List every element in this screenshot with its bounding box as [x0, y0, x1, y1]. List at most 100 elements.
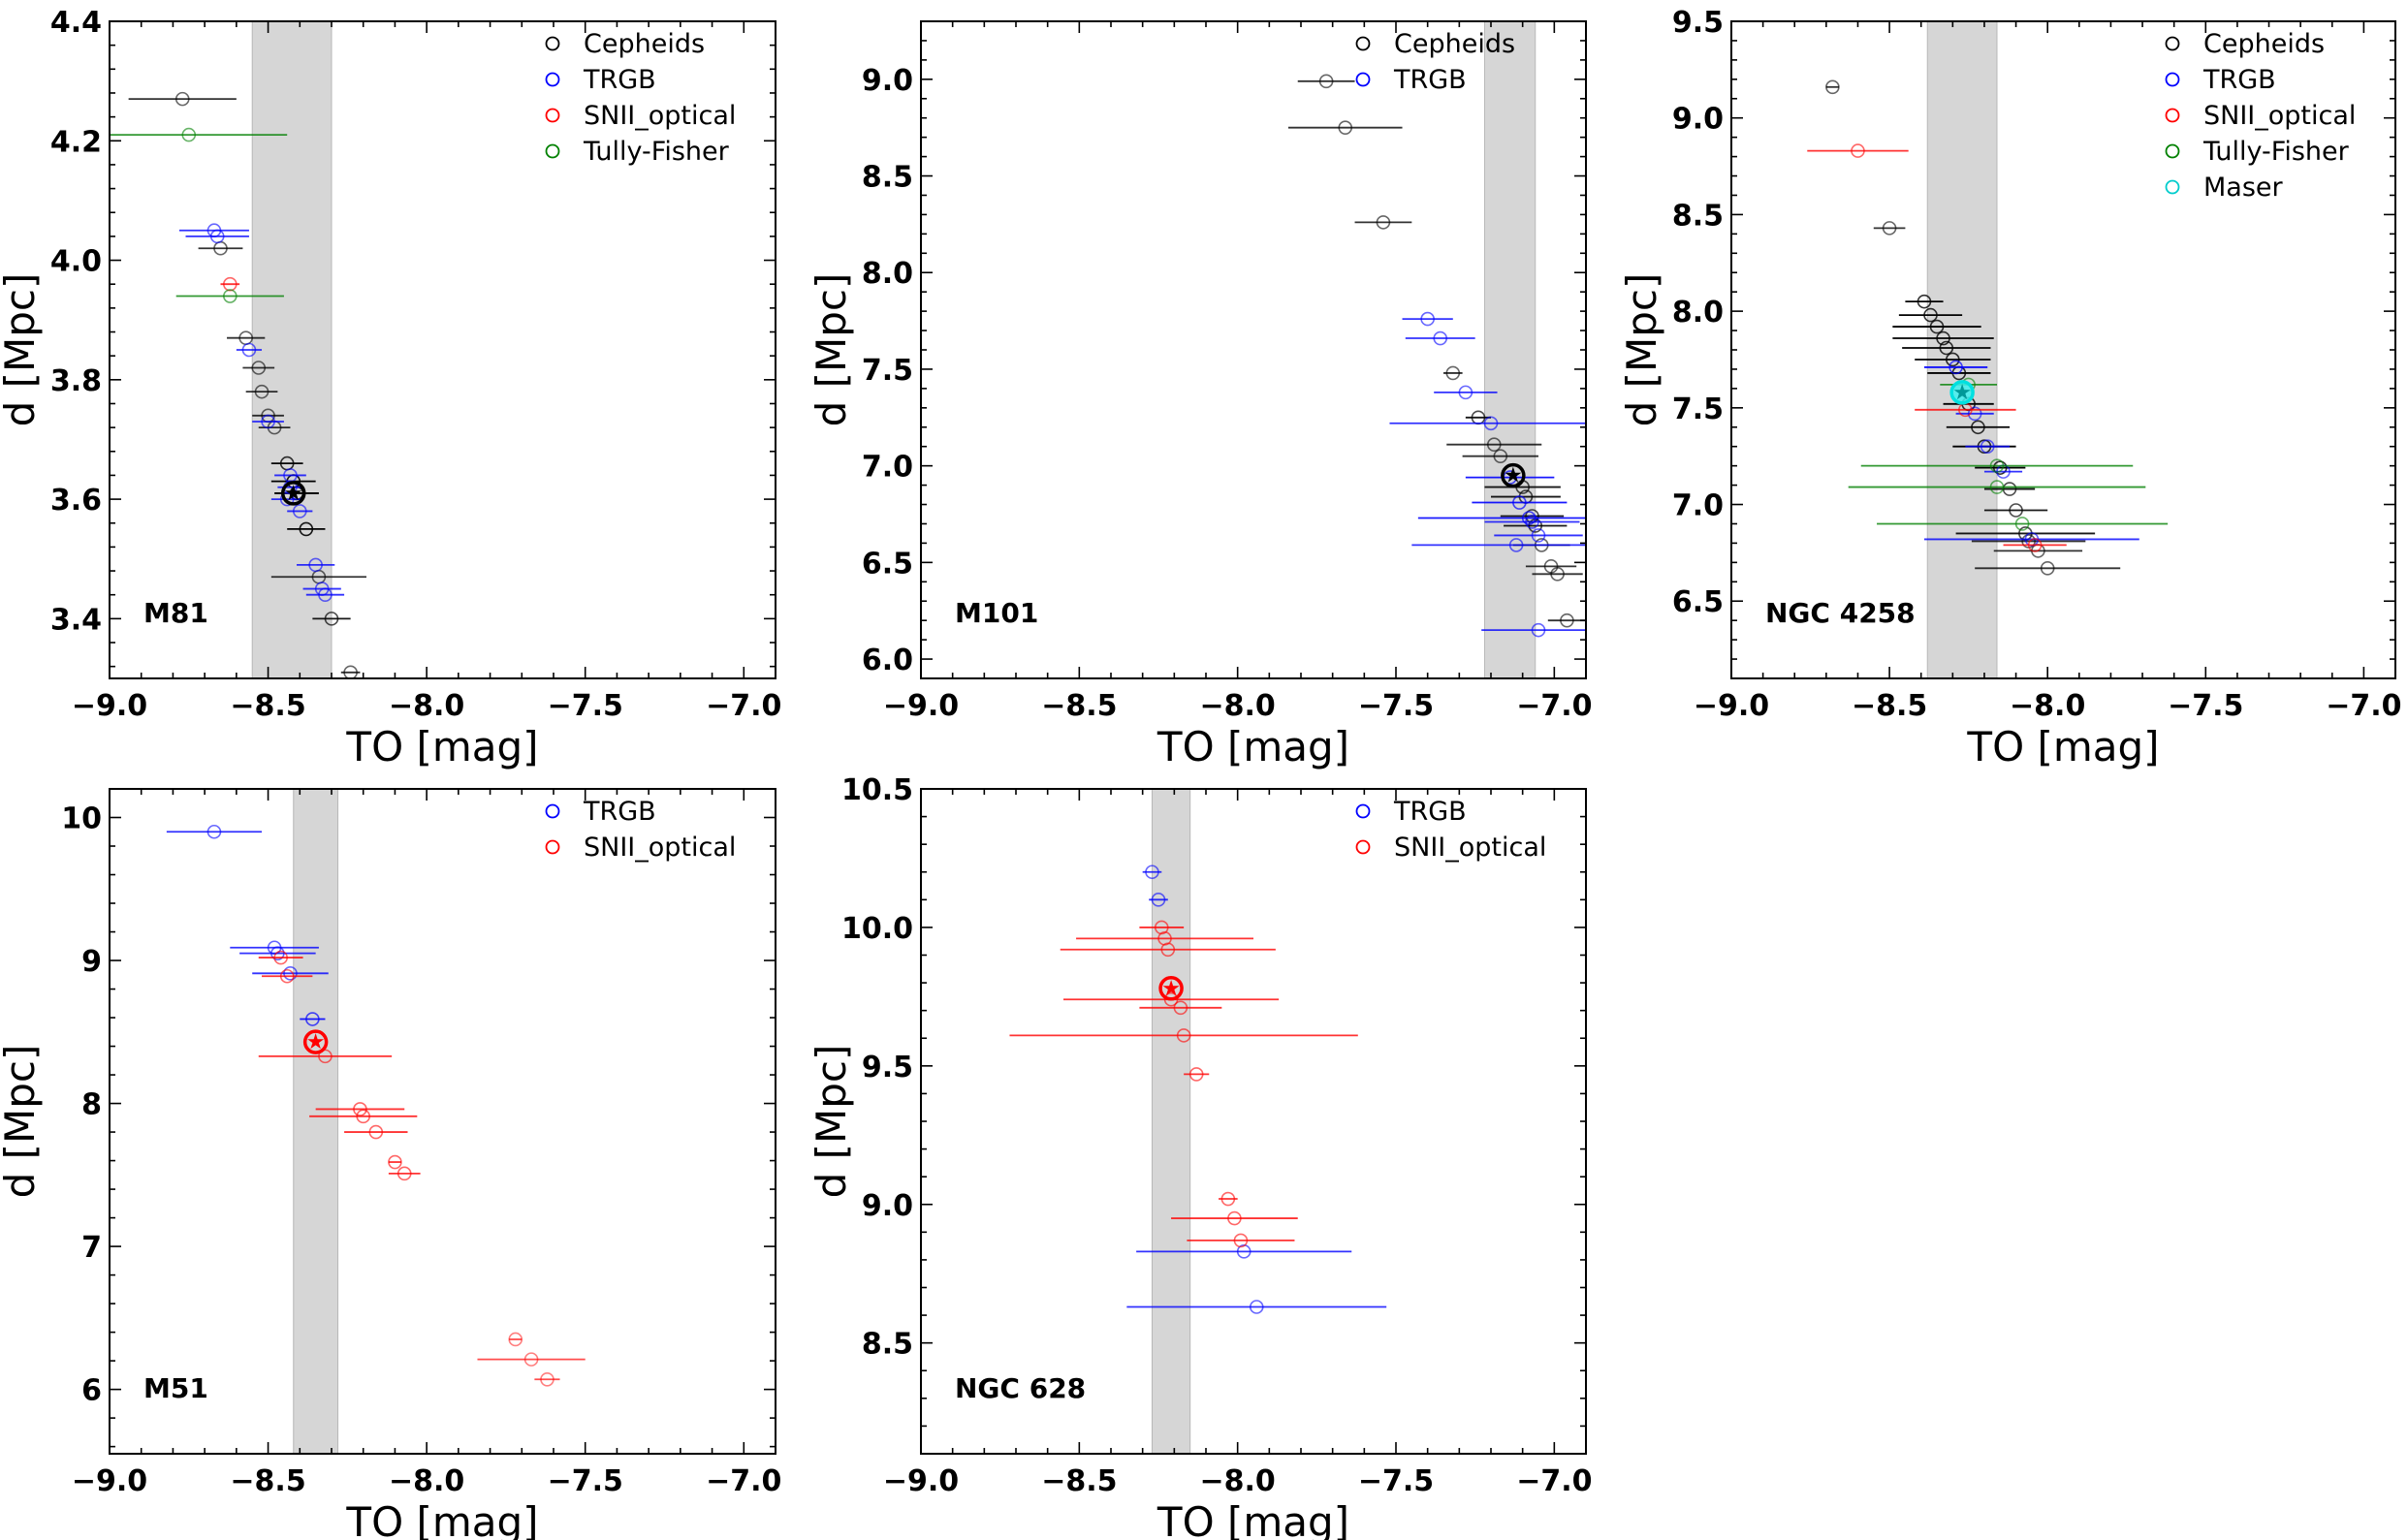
data-point: [1483, 416, 1499, 431]
best-estimate-star: ★: [284, 482, 303, 506]
data-point: [1458, 385, 1473, 400]
data-point: [261, 414, 275, 429]
legend-label: Tully-Fisher: [2202, 137, 2350, 167]
data-point: [508, 1332, 523, 1347]
y-tick-label: 9.0: [862, 64, 913, 98]
data-point: [540, 1371, 554, 1387]
y-tick-label: 9: [81, 945, 102, 979]
legend-label: Cepheids: [584, 29, 705, 59]
best-estimate-marker: [1949, 380, 1975, 405]
data-point: [1508, 538, 1524, 552]
legend-marker: [545, 108, 560, 123]
shaded-band: [293, 788, 339, 1455]
legend-marker: [2165, 179, 2180, 195]
data-point: [1433, 330, 1448, 346]
data-point: [318, 1049, 333, 1064]
x-tick-label: −7.5: [1358, 689, 1434, 723]
x-tick-label: −7.5: [548, 1464, 623, 1498]
y-tick-label: 3.8: [50, 364, 102, 398]
legend-marker: [545, 36, 560, 51]
data-point: [181, 127, 197, 142]
data-point: [1851, 143, 1865, 158]
legend-marker: [1355, 803, 1371, 819]
legend-marker: [2165, 108, 2180, 123]
legend-label: TRGB: [1393, 65, 1467, 95]
plot-frame: [109, 788, 776, 1455]
x-axis-label: TO [mag]: [345, 723, 538, 770]
data-point: [396, 1166, 412, 1181]
y-tick-label: 9.5: [1672, 6, 1724, 40]
data-point: [270, 946, 285, 960]
y-tick-label: 9.5: [862, 1051, 913, 1084]
data-point: [1233, 1233, 1249, 1248]
legend-label: TRGB: [1393, 797, 1467, 827]
y-tick-label: 9.0: [862, 1189, 913, 1223]
legend-label: TRGB: [583, 797, 656, 827]
x-tick-label: −7.5: [1358, 1464, 1434, 1498]
x-tick-label: −7.5: [548, 689, 623, 723]
best-estimate-marker: [1158, 976, 1184, 1001]
y-axis-label: d [Mpc]: [0, 273, 44, 427]
data-point: [1917, 294, 1932, 309]
panel-m101: ★ −9.0 −8.5 −8.0 −7.5 −7.0 6.0 6.5 7.0 7.5 8.0 8.5 9…: [808, 20, 1592, 770]
x-tick-label: −7.0: [1516, 689, 1592, 723]
best-estimate-star: ★: [1504, 464, 1523, 488]
data-point: [1989, 458, 2005, 473]
data-point: [1971, 420, 1985, 435]
data-point: [1525, 515, 1539, 529]
x-tick-label: −8.5: [1041, 689, 1117, 723]
y-tick-label: 10.0: [841, 912, 913, 946]
data-point: [1160, 942, 1176, 958]
y-tick-label: 4.4: [50, 6, 102, 40]
legend-label: SNII_optical: [2203, 101, 2356, 131]
data-point: [1980, 439, 1995, 455]
data-point: [2040, 561, 2055, 576]
y-tick-label: 6: [81, 1374, 102, 1408]
data-point: [1145, 864, 1159, 880]
data-point: [223, 289, 238, 303]
x-tick-label: −7.0: [2326, 689, 2401, 723]
x-tick-label: −9.0: [883, 689, 959, 723]
legend-marker: [545, 803, 560, 819]
data-point: [388, 1154, 402, 1170]
plot-frame: [920, 788, 1587, 1455]
y-tick-label: 6.5: [862, 547, 913, 581]
legend-label: Tully-Fisher: [583, 137, 730, 167]
plot-area: ★: [1287, 74, 1586, 638]
data-point: [1825, 79, 1840, 95]
plot-area: ★: [1807, 79, 2169, 576]
x-tick-label: −8.5: [230, 1464, 305, 1498]
data-point: [318, 587, 333, 603]
x-axis-label: TO [mag]: [1156, 723, 1349, 770]
y-axis-label: d [Mpc]: [0, 1045, 44, 1199]
plot-area: ★: [110, 91, 366, 678]
data-point: [343, 665, 358, 678]
data-point: [1376, 215, 1391, 230]
x-tick-label: −9.0: [1694, 689, 1769, 723]
data-point: [1227, 1210, 1242, 1226]
best-estimate-star: ★: [1952, 381, 1972, 405]
y-tick-label: 8: [81, 1088, 102, 1122]
y-axis-label: d [Mpc]: [808, 273, 855, 427]
data-point: [209, 229, 225, 244]
galaxy-label: NGC 4258: [1765, 597, 1916, 629]
galaxy-label: M101: [955, 597, 1038, 629]
x-axis-label: TO [mag]: [345, 1498, 538, 1540]
x-tick-label: −8.5: [1852, 689, 1927, 723]
x-tick-label: −9.0: [883, 1464, 959, 1498]
plot-frame: [109, 20, 776, 679]
data-point: [1163, 991, 1179, 1007]
y-tick-label: 9.0: [1672, 103, 1724, 137]
data-point: [1550, 567, 1565, 581]
data-point: [523, 1352, 539, 1367]
panels-container: ★ −9.0 −8.5 −8.0 −7.5 −7.0 3.4 3.6 3.8 4.0 4.2 4.4 T…: [0, 6, 2402, 1540]
x-tick-label: −8.0: [389, 689, 464, 723]
legend-label: SNII_optical: [584, 101, 736, 131]
data-point: [1989, 480, 2005, 494]
y-axis-label: d [Mpc]: [808, 1045, 855, 1199]
panel-m81: ★ −9.0 −8.5 −8.0 −7.5 −7.0 3.4 3.6 3.8 4.0 4.2 4.4 T…: [0, 6, 781, 770]
legend-marker: [2165, 72, 2180, 87]
data-point: [1151, 893, 1166, 907]
data-point: [1882, 221, 1897, 236]
legend-label: Cepheids: [2203, 29, 2325, 59]
